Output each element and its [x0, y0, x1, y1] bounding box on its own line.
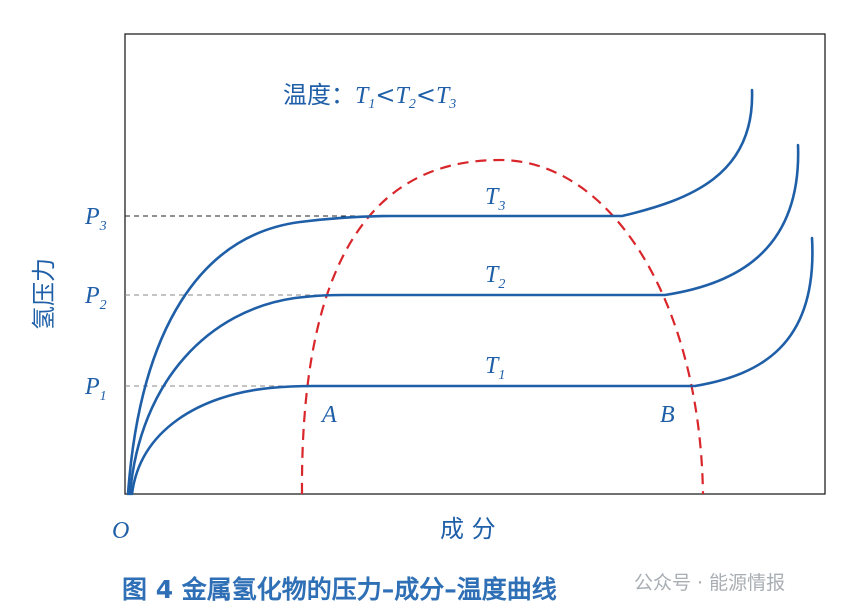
isotherm-t3 — [126, 88, 754, 496]
isotherm-t2 — [128, 143, 800, 496]
pressure-label-p3: P3 — [84, 204, 107, 234]
legend-t3-symbol: T — [436, 83, 451, 109]
curve-label-t1: T1 — [485, 353, 505, 383]
point-label-b: B — [660, 402, 675, 428]
point-label-a: A — [320, 402, 337, 428]
pressure-label-p2: P2 — [84, 283, 107, 313]
watermark: 公众号 · 能源情报 — [634, 572, 785, 594]
legend-prefix: 温度： — [283, 81, 355, 109]
x-axis-label: 成 分 — [440, 515, 496, 543]
legend-t1-symbol: T — [355, 83, 370, 109]
curve-label-t2: T2 — [485, 262, 505, 292]
pressure-label-p1: P1 — [84, 374, 107, 404]
legend-t3-sub: 3 — [448, 97, 456, 112]
legend-sep1: < — [375, 81, 395, 109]
legend-t1-sub: 1 — [368, 97, 375, 112]
legend-t2-symbol: T — [395, 83, 410, 109]
legend-sep2: < — [416, 81, 436, 109]
y-axis-label: 氢压力 — [30, 258, 58, 330]
curve-label-t3: T3 — [485, 184, 505, 214]
isotherm-t1 — [130, 236, 814, 496]
origin-label: O — [112, 518, 129, 544]
plot-frame — [124, 33, 826, 495]
legend-t2-sub: 2 — [409, 97, 416, 112]
legend-temperature: 温度：T1<T2<T3 — [283, 81, 456, 112]
figure-caption: 图 4 金属氢化物的压力–成分–温度曲线 — [122, 575, 557, 604]
